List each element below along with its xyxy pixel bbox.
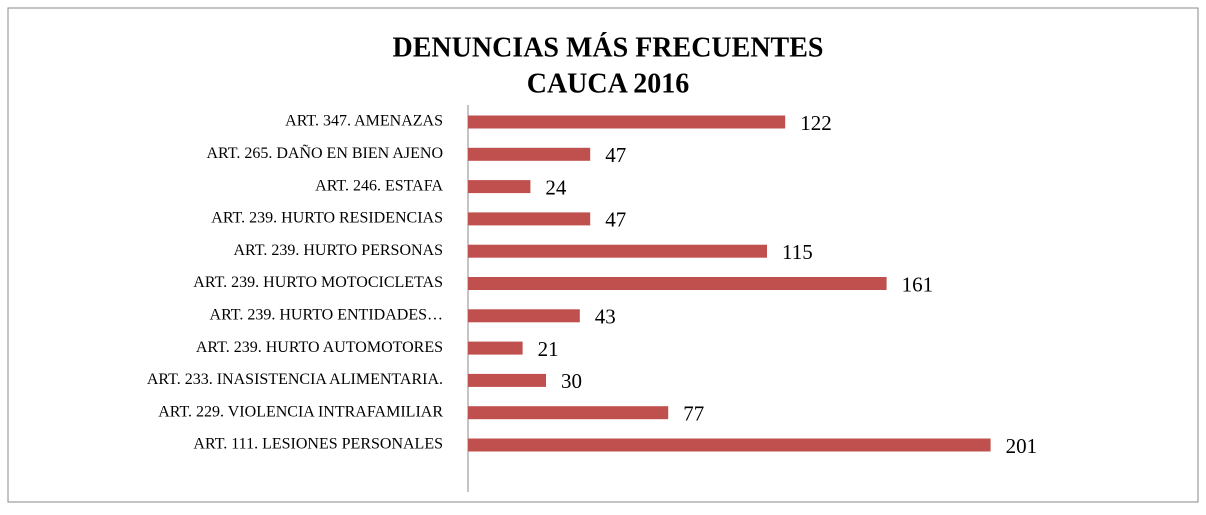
data-label: 201 (1006, 434, 1038, 458)
bar (468, 115, 786, 129)
bar (468, 406, 669, 420)
chart-title: DENUNCIAS MÁS FRECUENTES (393, 32, 824, 63)
y-tick-label: ART. 239. HURTO RESIDENCIAS (211, 210, 443, 227)
bar (468, 309, 580, 323)
bar (468, 147, 591, 161)
data-label: 161 (902, 272, 934, 296)
bar (468, 438, 991, 452)
y-tick-label: ART. 239. HURTO ENTIDADES… (210, 306, 443, 323)
y-tick-label: ART. 239. HURTO PERSONAS (233, 242, 443, 259)
y-tick-label: ART. 239. HURTO AUTOMOTORES (196, 339, 443, 356)
data-label: 43 (595, 305, 616, 329)
bar (468, 244, 767, 258)
bar (468, 212, 591, 226)
y-tick-label: ART. 347. AMENAZAS (285, 113, 443, 130)
y-tick-label: ART. 239. HURTO MOTOCICLETAS (193, 274, 443, 291)
data-label: 115 (782, 240, 813, 264)
data-label: 122 (800, 111, 832, 135)
y-tick-label: ART. 233. INASISTENCIA ALIMENTARIA. (147, 371, 443, 388)
data-label: 30 (561, 369, 582, 393)
bar (468, 373, 546, 387)
y-tick-label: ART. 111. LESIONES PERSONALES (193, 436, 443, 453)
bar (468, 180, 531, 194)
data-label: 47 (605, 143, 626, 167)
bar (468, 277, 887, 290)
data-label: 24 (545, 175, 567, 199)
y-tick-label: ART. 265. DAÑO EN BIEN AJENO (206, 144, 443, 162)
y-tick-label: ART. 229. VIOLENCIA INTRAFAMILIAR (158, 403, 443, 420)
y-tick-label: ART. 246. ESTAFA (315, 177, 443, 194)
data-label: 77 (683, 402, 704, 426)
chart-title: CAUCA 2016 (527, 68, 690, 99)
data-label: 21 (538, 337, 559, 361)
bar (468, 341, 523, 355)
data-label: 47 (605, 208, 626, 232)
